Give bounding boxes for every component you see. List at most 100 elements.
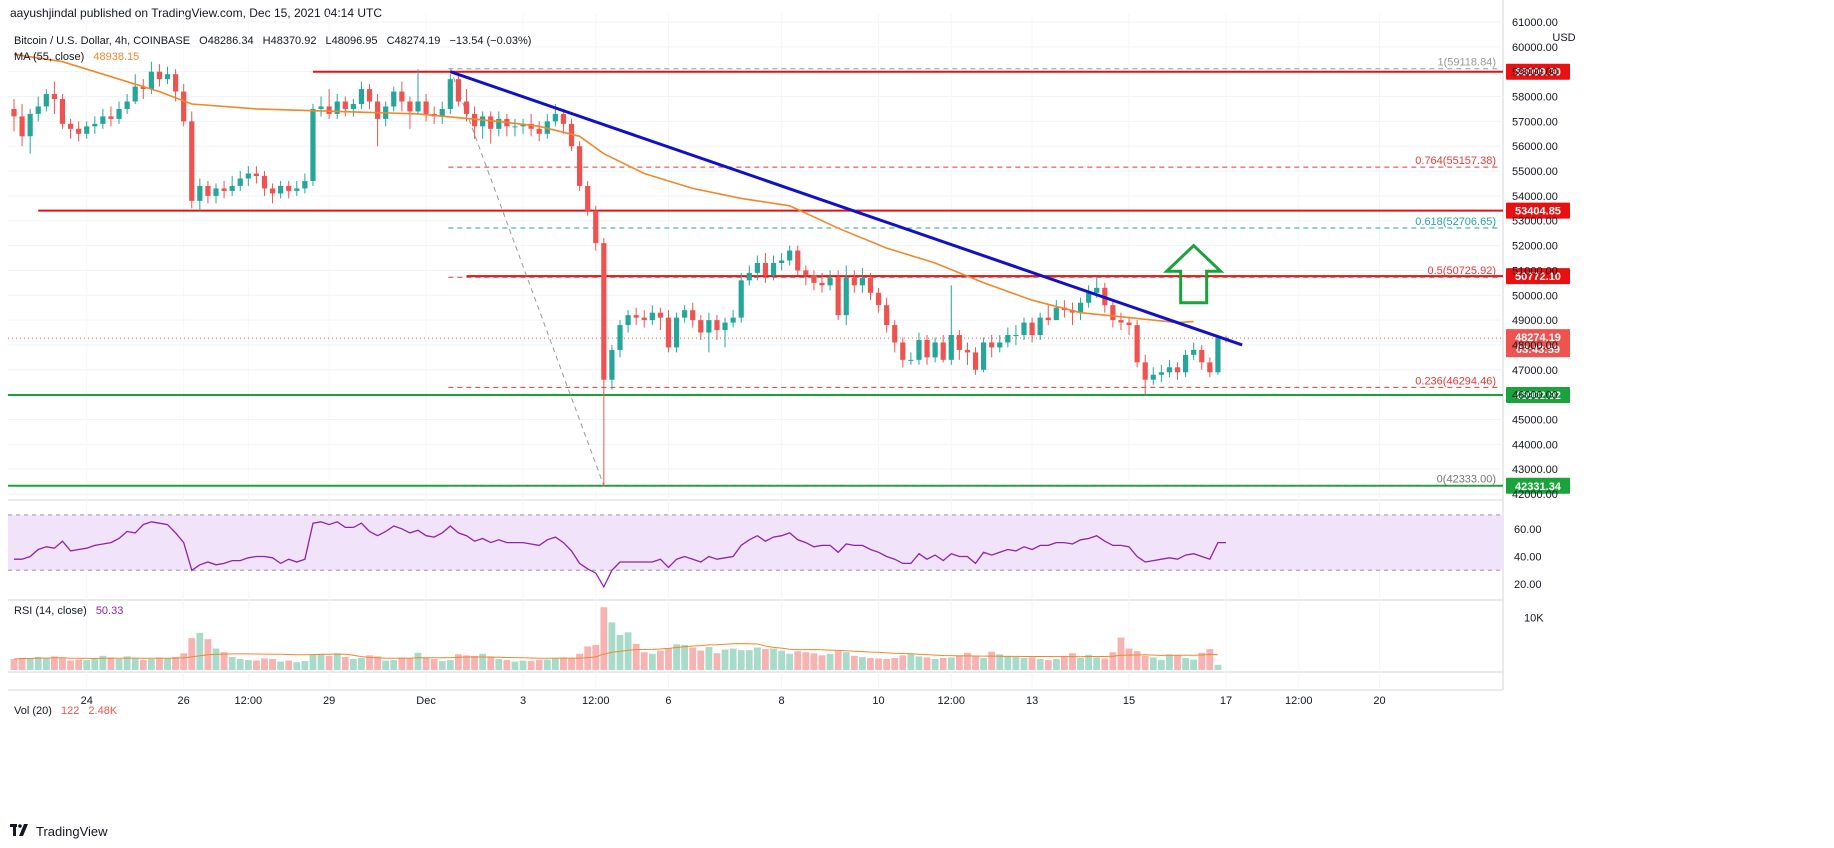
- time-tick-label: 24: [81, 695, 93, 707]
- candle-body: [471, 113, 478, 127]
- candle-body: [867, 277, 874, 293]
- volume-bar: [164, 658, 171, 670]
- fib-level-label: 0(42333.00): [1437, 474, 1496, 486]
- level-price-label: 45982.92: [1515, 390, 1561, 402]
- candle-body: [19, 116, 25, 137]
- candle-body: [124, 101, 130, 109]
- volume-bar: [471, 655, 478, 670]
- fib-anchor-line: [449, 68, 605, 486]
- volume-bar: [220, 652, 228, 670]
- candle-body: [1142, 362, 1148, 380]
- volume-bar: [358, 657, 365, 670]
- volume-bar: [1028, 657, 1036, 670]
- volume-bar: [1117, 637, 1125, 670]
- candle-body: [657, 312, 663, 318]
- candle-body: [698, 320, 704, 333]
- candle-body: [835, 277, 841, 316]
- volume-ma-line: [13, 643, 1218, 660]
- volume-bar: [681, 644, 689, 670]
- candle-body: [286, 185, 292, 191]
- candle-body: [278, 185, 284, 194]
- price-tick-label: 52000.00: [1512, 241, 1558, 253]
- volume-bar: [1020, 657, 1028, 670]
- candle-body: [1158, 372, 1164, 375]
- time-tick-label: 12:00: [938, 695, 966, 707]
- candle-body: [528, 123, 534, 129]
- volume-bar: [341, 656, 349, 670]
- volume-bar: [1206, 649, 1214, 670]
- fib-level-label: 1(59118.84): [1437, 57, 1496, 69]
- candle-body: [625, 315, 631, 326]
- candle-body: [1134, 325, 1140, 363]
- volume-bar: [632, 643, 640, 670]
- candle-body: [940, 342, 946, 360]
- volume-bar: [867, 657, 874, 670]
- volume-bar: [955, 655, 963, 670]
- candle-body: [229, 185, 235, 191]
- candle-body: [884, 305, 890, 326]
- candle-body: [1029, 322, 1035, 336]
- fib-level-label: 0.236(46294.46): [1415, 375, 1496, 387]
- volume-bar: [931, 659, 939, 670]
- candle-body: [972, 352, 979, 370]
- volume-bar: [479, 653, 487, 670]
- volume-bar: [1061, 655, 1068, 670]
- candle-body: [779, 260, 785, 263]
- candle-body: [1150, 374, 1156, 380]
- candle-body: [334, 101, 340, 114]
- volume-bar: [115, 659, 123, 670]
- price-tick-label: 54000.00: [1512, 191, 1558, 203]
- volume-bar: [196, 632, 204, 670]
- candle-body: [407, 101, 413, 112]
- volume-bar: [236, 659, 244, 670]
- candle-body: [932, 342, 938, 358]
- volume-bar: [648, 653, 656, 670]
- volume-bar: [317, 653, 325, 670]
- price-tick-label: 58000.00: [1512, 92, 1558, 104]
- candle-body: [1013, 335, 1019, 337]
- volume-bar: [59, 657, 66, 670]
- volume-panel: 10K: [10, 607, 1544, 670]
- candle-body: [358, 89, 365, 104]
- volume-bar: [495, 659, 503, 670]
- candle-body: [585, 185, 591, 211]
- volume-bar: [640, 652, 648, 670]
- volume-bar: [842, 652, 850, 670]
- volume-bar: [10, 659, 18, 670]
- volume-bar: [34, 656, 42, 670]
- candle-body: [245, 173, 251, 179]
- volume-bar: [988, 651, 996, 670]
- candle-body: [156, 71, 163, 80]
- candle-body: [964, 349, 971, 353]
- rsi-legend: RSI (14, close) 50.33: [14, 605, 123, 617]
- volume-bar: [770, 648, 777, 670]
- candle-body: [892, 325, 898, 343]
- volume-bar: [414, 652, 422, 670]
- candle-body: [1053, 307, 1059, 321]
- volume-bar: [947, 657, 955, 670]
- candle-body: [649, 312, 655, 321]
- candle-body: [738, 280, 744, 318]
- volume-bar: [446, 660, 454, 670]
- time-tick-label: 17: [1220, 695, 1232, 707]
- volume-bar: [228, 656, 236, 670]
- volume-bar: [980, 657, 987, 670]
- volume-bar: [939, 657, 947, 670]
- volume-bar: [592, 644, 600, 670]
- candle-body: [197, 185, 203, 201]
- candlestick-series: [11, 61, 1229, 487]
- volume-bar: [67, 660, 74, 670]
- volume-bar: [1182, 657, 1189, 670]
- candle-body: [948, 335, 954, 360]
- volume-bar: [75, 659, 83, 670]
- volume-bar: [83, 660, 91, 670]
- volume-bar: [584, 646, 592, 670]
- candle-body: [1037, 317, 1043, 336]
- volume-bar: [366, 655, 373, 670]
- candle-body: [811, 275, 817, 283]
- volume-bar: [721, 649, 729, 670]
- candle-body: [35, 106, 41, 114]
- candle-body: [391, 91, 397, 107]
- candle-body: [730, 317, 736, 323]
